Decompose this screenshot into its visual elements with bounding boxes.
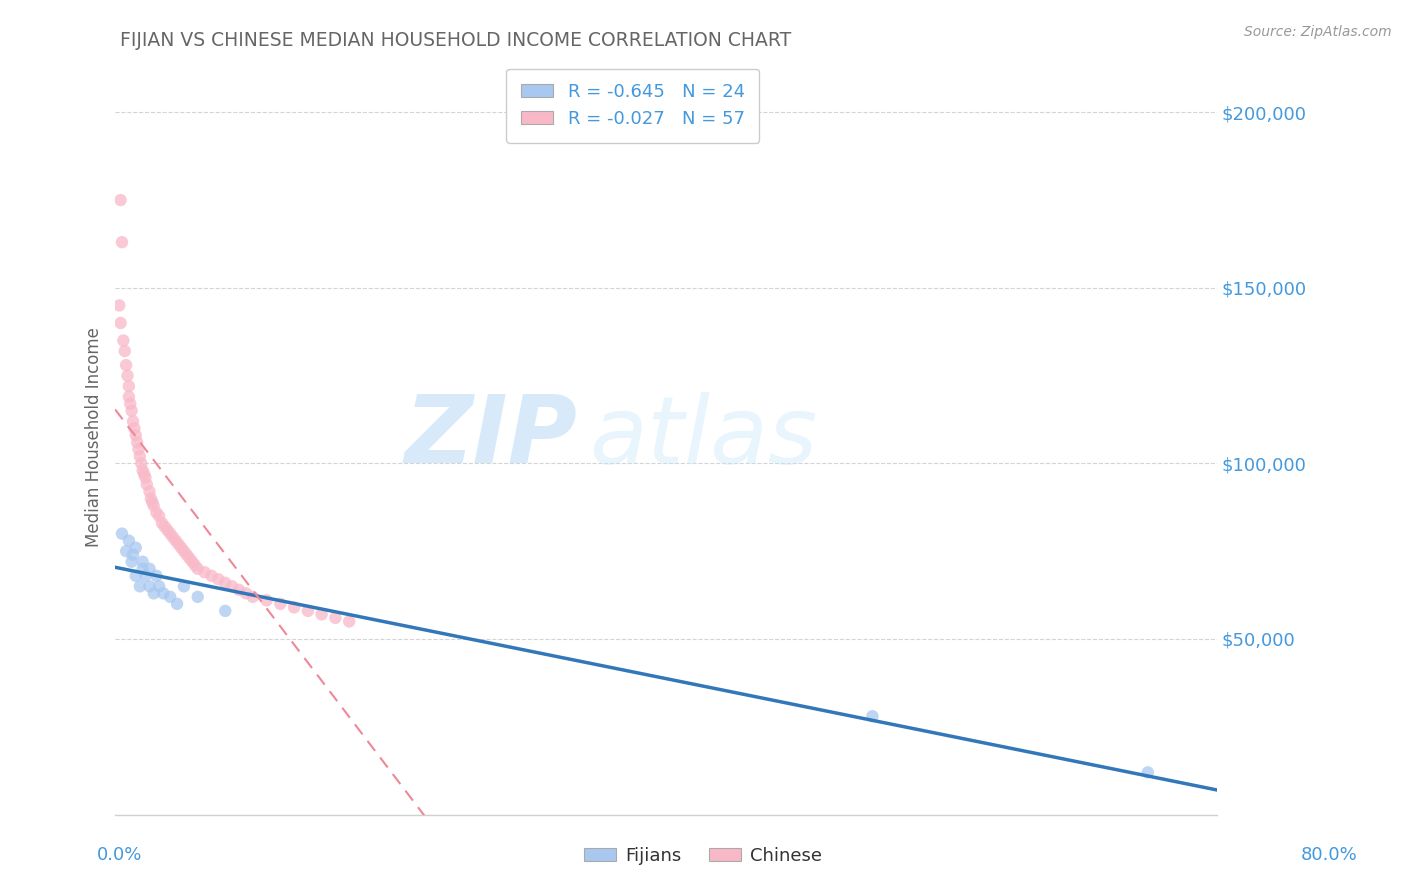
Point [269, 597, 291, 611]
Point [114, 344, 136, 359]
Point [162, 530, 184, 544]
Point [141, 495, 163, 509]
Point [118, 379, 141, 393]
Point [1136, 765, 1159, 780]
Point [142, 499, 165, 513]
Point [159, 590, 181, 604]
Point [181, 555, 204, 569]
Point [131, 555, 153, 569]
Point [145, 568, 167, 582]
Point [142, 586, 165, 600]
Point [111, 526, 134, 541]
Point [131, 463, 153, 477]
Text: Source: ZipAtlas.com: Source: ZipAtlas.com [1244, 25, 1392, 39]
Point [148, 509, 170, 524]
Point [138, 484, 160, 499]
Point [125, 568, 148, 582]
Point [112, 334, 135, 348]
Point [138, 562, 160, 576]
Text: 80.0%: 80.0% [1301, 846, 1357, 863]
Text: FIJIAN VS CHINESE MEDIAN HOUSEHOLD INCOME CORRELATION CHART: FIJIAN VS CHINESE MEDIAN HOUSEHOLD INCOM… [120, 31, 790, 50]
Point [176, 548, 198, 562]
Point [135, 477, 157, 491]
Point [121, 555, 143, 569]
Point [200, 568, 222, 582]
Point [173, 579, 195, 593]
Point [110, 316, 132, 330]
Point [187, 562, 209, 576]
Point [121, 403, 143, 417]
Point [256, 593, 278, 607]
Legend: Fijians, Chinese: Fijians, Chinese [576, 840, 830, 872]
Point [221, 579, 243, 593]
Point [125, 541, 148, 555]
Point [165, 533, 187, 548]
Point [156, 523, 179, 537]
Point [152, 586, 174, 600]
Point [122, 548, 145, 562]
Point [167, 537, 190, 551]
Point [148, 579, 170, 593]
Point [228, 582, 250, 597]
Point [860, 709, 883, 723]
Point [184, 558, 207, 573]
Point [132, 467, 155, 481]
Point [194, 566, 217, 580]
Point [128, 450, 150, 464]
Point [128, 442, 150, 457]
Point [118, 533, 141, 548]
Point [125, 428, 148, 442]
Text: 0.0%: 0.0% [97, 846, 142, 863]
Point [207, 572, 229, 586]
Point [145, 506, 167, 520]
Point [127, 435, 149, 450]
Point [138, 579, 160, 593]
Point [179, 551, 201, 566]
Point [173, 544, 195, 558]
Point [120, 397, 142, 411]
Text: ZIP: ZIP [405, 391, 578, 483]
Point [214, 604, 236, 618]
Point [122, 414, 145, 428]
Point [139, 491, 162, 506]
Point [115, 358, 138, 372]
Point [150, 516, 173, 530]
Point [325, 611, 347, 625]
Point [124, 421, 146, 435]
Y-axis label: Median Household Income: Median Household Income [86, 327, 103, 547]
Point [242, 590, 264, 604]
Point [166, 597, 188, 611]
Point [117, 368, 139, 383]
Point [153, 519, 176, 533]
Point [159, 526, 181, 541]
Point [131, 562, 153, 576]
Point [111, 235, 134, 250]
Point [214, 575, 236, 590]
Point [118, 390, 141, 404]
Text: atlas: atlas [589, 392, 817, 483]
Point [108, 298, 131, 312]
Point [115, 544, 138, 558]
Point [170, 541, 193, 555]
Point [129, 457, 152, 471]
Point [187, 590, 209, 604]
Point [283, 600, 305, 615]
Point [337, 615, 360, 629]
Legend: R = -0.645   N = 24, R = -0.027   N = 57: R = -0.645 N = 24, R = -0.027 N = 57 [506, 69, 759, 143]
Point [134, 470, 156, 484]
Point [311, 607, 333, 622]
Point [128, 579, 150, 593]
Point [235, 586, 257, 600]
Point [134, 568, 156, 582]
Point [297, 604, 319, 618]
Point [110, 193, 132, 207]
